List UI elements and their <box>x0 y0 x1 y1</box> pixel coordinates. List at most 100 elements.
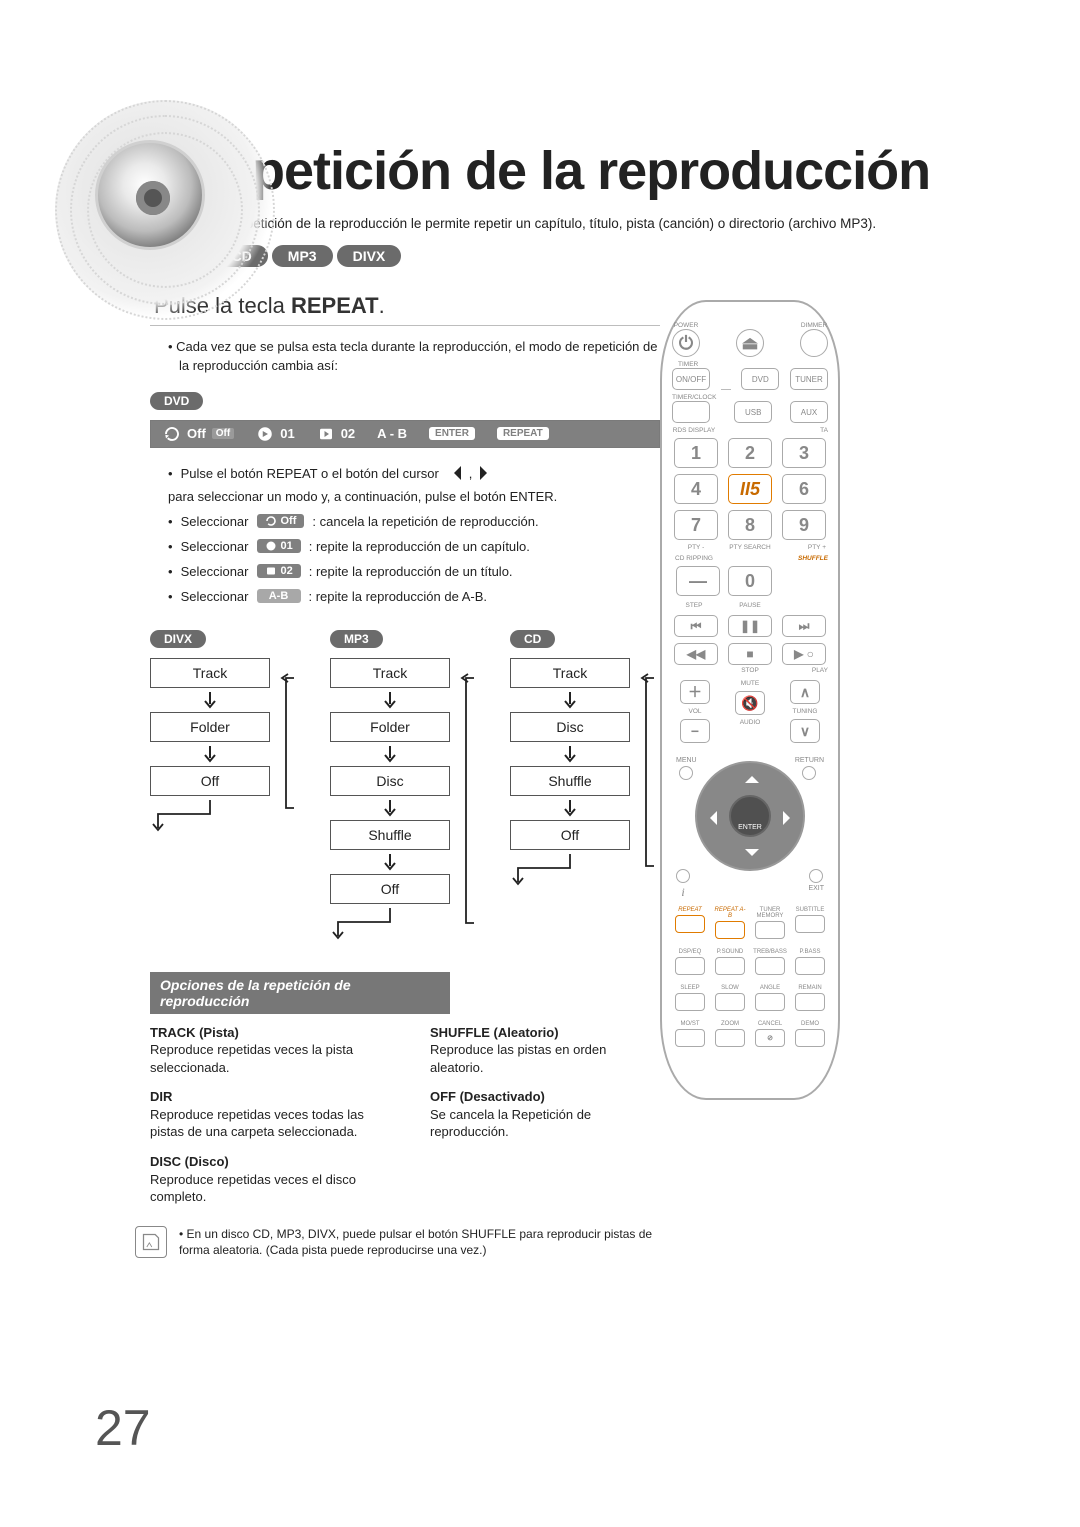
select-ab: •Seleccionar A-B : repite la reproducció… <box>168 589 660 604</box>
cancel-button[interactable]: ⊘ <box>755 1029 785 1047</box>
page-number: 27 <box>95 1399 151 1457</box>
aux-button[interactable]: AUX <box>790 401 828 423</box>
repeat-ab-button[interactable] <box>715 921 745 939</box>
info-button[interactable] <box>676 869 690 883</box>
timerclock-button[interactable] <box>672 401 710 423</box>
flow-box: Disc <box>330 766 450 796</box>
dvd-section-label: DVD <box>150 392 203 410</box>
flow-box: Disc <box>510 712 630 742</box>
remain-button[interactable] <box>795 993 825 1011</box>
pause-button[interactable]: ❚❚ <box>728 615 772 637</box>
transport-controls: ⏮ ❚❚ ⏭ ◀◀ ■ ▶ ○ <box>672 615 828 665</box>
function-buttons: REPEAT REPEAT A-B TUNER MEMORY SUBTITLE … <box>672 907 828 1047</box>
num-3[interactable]: 3 <box>782 438 826 468</box>
next-button[interactable]: ⏭ <box>782 615 826 637</box>
note-icon <box>135 1226 167 1258</box>
flow-box: Shuffle <box>330 820 450 850</box>
vol-up[interactable]: ＋ <box>680 680 710 704</box>
options-section: Opciones de la repetición de reproducció… <box>150 972 660 1218</box>
divx-column: DIVX Track Folder Off <box>150 630 290 942</box>
footnote: • En un disco CD, MP3, DIVX, puede pulsa… <box>135 1226 655 1260</box>
dimmer-button[interactable] <box>800 329 828 357</box>
rew-button[interactable]: ◀◀ <box>674 643 718 665</box>
tune-down[interactable]: ∨ <box>790 719 820 743</box>
play-button[interactable]: ▶ ○ <box>782 643 826 665</box>
onoff-button[interactable]: ON/OFF <box>672 368 710 390</box>
enter-button[interactable]: ENTER <box>729 795 771 837</box>
dash-button[interactable]: — <box>676 566 720 596</box>
step-key: REPEAT <box>291 293 379 318</box>
num-6[interactable]: 6 <box>782 474 826 504</box>
prev-button[interactable]: ⏮ <box>674 615 718 637</box>
cursor-instruction: • Pulse el botón REPEAT o el botón del c… <box>168 466 660 504</box>
loop-back-arrow <box>456 658 476 938</box>
badge-mp3: MP3 <box>272 245 333 267</box>
intro-text: La repetición de la reproducción le perm… <box>215 216 1000 231</box>
zoom-button[interactable] <box>715 1029 745 1047</box>
num-9[interactable]: 9 <box>782 510 826 540</box>
num-1[interactable]: 1 <box>674 438 718 468</box>
vol-down[interactable]: − <box>680 719 710 743</box>
stop-button[interactable]: ■ <box>728 643 772 665</box>
format-badges: DVD CD MP3 DIVX <box>150 245 1000 267</box>
sleep-button[interactable] <box>675 993 705 1011</box>
dvd-button[interactable]: DVD <box>741 368 779 390</box>
num-7[interactable]: 7 <box>674 510 718 540</box>
subtitle-button[interactable] <box>795 915 825 933</box>
bar-title: 02 <box>317 425 355 443</box>
trebbass-button[interactable] <box>755 957 785 975</box>
cd-label: CD <box>510 630 555 648</box>
mode-cycle-diagrams: DIVX Track Folder Off MP3 Tra <box>150 630 660 942</box>
bullet-1: Cada vez que se pulsa esta tecla durante… <box>168 338 660 376</box>
demo-button[interactable] <box>795 1029 825 1047</box>
eject-button[interactable]: ⏏ <box>736 329 764 357</box>
remote-label: TIMER <box>678 361 828 368</box>
num-0[interactable]: 0 <box>728 566 772 596</box>
flow-box: Track <box>330 658 450 688</box>
menu-button[interactable] <box>679 766 693 780</box>
exit-button[interactable] <box>809 869 823 883</box>
flow-box: Shuffle <box>510 766 630 796</box>
tuner-button[interactable]: TUNER <box>790 368 828 390</box>
flow-box: Folder <box>330 712 450 742</box>
psound-button[interactable] <box>715 957 745 975</box>
decorative-speaker-graphic <box>55 100 275 320</box>
usb-button[interactable]: USB <box>734 401 772 423</box>
remote-control-illustration: POWER ⏻ ⏏ DIMMER TIMER ON/OFF DVD TUNER … <box>660 300 840 1100</box>
num-5[interactable]: II 5 <box>728 474 772 504</box>
remote-label: POWER <box>672 322 700 329</box>
chip-ab: A-B <box>257 589 301 603</box>
number-pad: 1 2 3 4 II 5 6 7 8 9 <box>672 438 828 540</box>
mute-button[interactable]: 🔇 <box>735 691 765 715</box>
bar-enter: ENTER <box>429 427 475 440</box>
return-button[interactable] <box>802 766 816 780</box>
chip-02: 02 <box>257 564 301 578</box>
flow-box: Track <box>150 658 270 688</box>
repeat-button[interactable] <box>675 915 705 933</box>
pbass-button[interactable] <box>795 957 825 975</box>
loop-back-arrow <box>276 658 296 823</box>
num-2[interactable]: 2 <box>728 438 772 468</box>
most-button[interactable] <box>675 1029 705 1047</box>
mp3-label: MP3 <box>330 630 383 648</box>
bar-repeat: REPEAT <box>497 427 549 440</box>
loop-back-arrow <box>636 658 656 881</box>
num-4[interactable]: 4 <box>674 474 718 504</box>
tune-up[interactable]: ∧ <box>790 680 820 704</box>
remote-label: DIMMER <box>800 322 828 329</box>
select-off: •Seleccionar Off : cancela la repetición… <box>168 514 660 529</box>
cursor-right-icon <box>480 466 494 480</box>
flow-box: Off <box>510 820 630 850</box>
power-button[interactable]: ⏻ <box>672 329 700 357</box>
divx-label: DIVX <box>150 630 206 648</box>
angle-button[interactable] <box>755 993 785 1011</box>
cd-column: CD Track Disc Shuffle Off <box>510 630 650 942</box>
tuner-memory-button[interactable] <box>755 921 785 939</box>
badge-divx: DIVX <box>337 245 402 267</box>
flow-box: Folder <box>150 712 270 742</box>
cursor-left-icon <box>447 466 461 480</box>
page-title: Repetición de la reproducción <box>185 100 1000 202</box>
slow-button[interactable] <box>715 993 745 1011</box>
dspeq-button[interactable] <box>675 957 705 975</box>
num-8[interactable]: 8 <box>728 510 772 540</box>
